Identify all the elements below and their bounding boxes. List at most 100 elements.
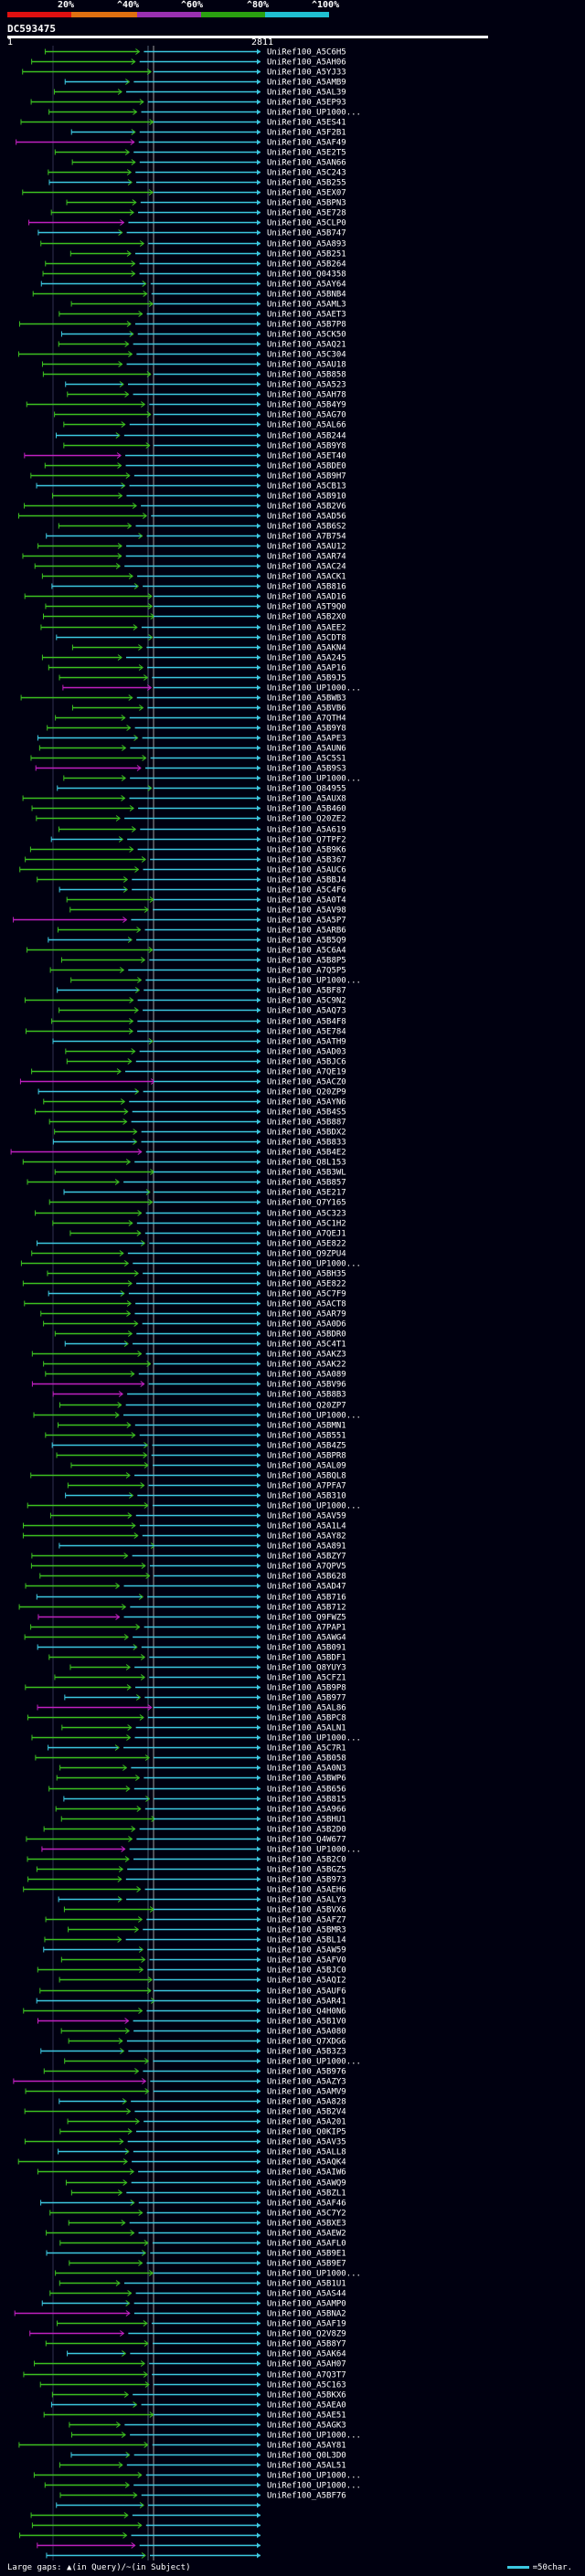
hit-label[interactable]: UniRef100_A5BDF1 — [267, 1654, 346, 1663]
hit-label[interactable]: UniRef100_UP1000... — [267, 2482, 361, 2491]
hit-label[interactable]: UniRef100_A5B6S2 — [267, 523, 346, 532]
hit-label[interactable]: UniRef100_UP1000... — [267, 1734, 361, 1744]
hit-label[interactable]: UniRef100_Q0KIP5 — [267, 2128, 346, 2137]
hit-label[interactable]: UniRef100_A5AEH6 — [267, 1886, 346, 1895]
hit-label[interactable]: UniRef100_A7Q3T7 — [267, 2371, 346, 2380]
hit-label[interactable]: UniRef100_UP1000... — [267, 2432, 361, 2441]
hit-label[interactable]: UniRef100_A5A5P7 — [267, 917, 346, 926]
hit-label[interactable]: UniRef100_A5B7P8 — [267, 321, 346, 330]
hit-label[interactable]: UniRef100_A5A828 — [267, 2098, 346, 2107]
hit-label[interactable]: UniRef100_A5AD47 — [267, 1583, 346, 1592]
hit-label[interactable]: UniRef100_A5B2C0 — [267, 1856, 346, 1865]
hit-label[interactable]: UniRef100_A5BMR3 — [267, 1926, 346, 1935]
hit-label[interactable]: UniRef100_A5AUN6 — [267, 745, 346, 754]
hit-label[interactable]: UniRef100_A5AKN4 — [267, 644, 346, 653]
hit-label[interactable]: UniRef100_A5B833 — [267, 1139, 346, 1148]
hit-label[interactable]: UniRef100_A5C304 — [267, 351, 346, 360]
hit-label[interactable]: UniRef100_A5ALL8 — [267, 2148, 346, 2157]
hit-label[interactable]: UniRef100_A5B712 — [267, 1604, 346, 1613]
hit-label[interactable]: UniRef100_A5BBJ4 — [267, 876, 346, 885]
hit-label[interactable]: UniRef100_A5AIW6 — [267, 2168, 346, 2178]
hit-label[interactable]: UniRef100_A5AF19 — [267, 2320, 346, 2329]
hit-label[interactable]: UniRef100_A5BHU1 — [267, 1816, 346, 1825]
hit-label[interactable]: UniRef100_A5AD56 — [267, 513, 346, 522]
hit-label[interactable]: UniRef100_UP1000... — [267, 684, 361, 694]
hit-label[interactable]: UniRef100_A5B910 — [267, 493, 346, 502]
hit-label[interactable]: UniRef100_A5BPR8 — [267, 1452, 346, 1461]
hit-label[interactable]: UniRef100_A5B857 — [267, 1179, 346, 1188]
hit-label[interactable]: UniRef100_A5A893 — [267, 240, 346, 249]
hit-label[interactable]: UniRef100_Q0L3D0 — [267, 2452, 346, 2461]
hit-label[interactable]: UniRef100_A5BMN1 — [267, 1422, 346, 1431]
hit-label[interactable]: UniRef100_A5AL66 — [267, 421, 346, 430]
hit-label[interactable]: UniRef100_A5ARB6 — [267, 927, 346, 936]
hit-label[interactable]: UniRef100_A5AG70 — [267, 411, 346, 420]
hit-label[interactable]: UniRef100_A5BF76 — [267, 2492, 346, 2501]
hit-label[interactable]: UniRef100_Q7XDG6 — [267, 2038, 346, 2047]
hit-label[interactable]: UniRef100_A5CFZ1 — [267, 1674, 346, 1683]
hit-label[interactable]: UniRef100_A5B858 — [267, 371, 346, 380]
hit-label[interactable]: UniRef100_A5B2V4 — [267, 2108, 346, 2117]
hit-label[interactable]: UniRef100_A5BGZ5 — [267, 1866, 346, 1875]
hit-label[interactable]: UniRef100_UP1000... — [267, 2270, 361, 2279]
hit-label[interactable]: UniRef100_A5AQK4 — [267, 2158, 346, 2168]
hit-label[interactable]: UniRef100_A5E728 — [267, 209, 346, 218]
hit-label[interactable]: UniRef100_A5A080 — [267, 2028, 346, 2037]
hit-label[interactable]: UniRef100_A5B977 — [267, 1694, 346, 1703]
hit-label[interactable]: UniRef100_A5B2V6 — [267, 503, 346, 512]
hit-label[interactable]: UniRef100_Q4H0N6 — [267, 2008, 346, 2017]
hit-label[interactable]: UniRef100_A5CLP0 — [267, 219, 346, 228]
hit-label[interactable]: UniRef100_Q04358 — [267, 270, 346, 280]
hit-label[interactable]: UniRef100_A5B4Y9 — [267, 401, 346, 410]
hit-label[interactable]: UniRef100_A5A619 — [267, 826, 346, 835]
hit-label[interactable]: UniRef100_A5E2T5 — [267, 149, 346, 158]
hit-label[interactable]: UniRef100_A5BDX2 — [267, 1129, 346, 1138]
hit-label[interactable]: UniRef100_A7B754 — [267, 533, 346, 542]
hit-label[interactable]: UniRef100_A5AH78 — [267, 391, 346, 400]
hit-label[interactable]: UniRef100_A5B367 — [267, 856, 346, 865]
hit-label[interactable]: UniRef100_A5AR74 — [267, 553, 346, 562]
hit-label[interactable]: UniRef100_UP1000... — [267, 109, 361, 118]
hit-label[interactable]: UniRef100_A5C7Y2 — [267, 2210, 346, 2219]
hit-label[interactable]: UniRef100_A5ALN1 — [267, 1724, 346, 1733]
hit-label[interactable]: UniRef100_A5BDR0 — [267, 1330, 346, 1340]
hit-label[interactable]: UniRef100_A5BDE0 — [267, 462, 346, 472]
hit-label[interactable]: UniRef100_A7QE19 — [267, 1068, 346, 1077]
hit-label[interactable]: UniRef100_A5AKZ3 — [267, 1351, 346, 1360]
hit-label[interactable]: UniRef100_A5A1L4 — [267, 1522, 346, 1532]
hit-label[interactable]: UniRef100_A5AY82 — [267, 1532, 346, 1542]
hit-label[interactable]: UniRef100_A5AC24 — [267, 563, 346, 572]
hit-label[interactable]: UniRef100_A5AD03 — [267, 1048, 346, 1057]
hit-label[interactable]: UniRef100_A5AMV9 — [267, 2088, 346, 2097]
hit-label[interactable]: UniRef100_A5BZY7 — [267, 1553, 346, 1562]
hit-label[interactable]: UniRef100_A5AP16 — [267, 664, 346, 673]
hit-label[interactable]: UniRef100_A5B9J5 — [267, 674, 346, 684]
hit-label[interactable]: UniRef100_A5AML3 — [267, 301, 346, 310]
hit-label[interactable]: UniRef100_UP1000... — [267, 1502, 361, 1511]
hit-label[interactable]: UniRef100_Q7TPF2 — [267, 836, 346, 845]
hit-label[interactable]: UniRef100_A5EX07 — [267, 189, 346, 198]
hit-label[interactable]: UniRef100_A5AET3 — [267, 311, 346, 320]
hit-label[interactable]: UniRef100_A5B4F8 — [267, 1018, 346, 1027]
hit-label[interactable]: UniRef100_A5C243 — [267, 169, 346, 178]
hit-label[interactable]: UniRef100_A5B9E1 — [267, 2250, 346, 2259]
hit-label[interactable]: UniRef100_A5C6A4 — [267, 947, 346, 956]
hit-label[interactable]: UniRef100_A5BVX6 — [267, 1906, 346, 1915]
hit-label[interactable]: UniRef100_A5B9S3 — [267, 765, 346, 774]
hit-label[interactable]: UniRef100_A5AL51 — [267, 2462, 346, 2471]
hit-label[interactable]: UniRef100_A5AU12 — [267, 543, 346, 552]
hit-label[interactable]: UniRef100_UP1000... — [267, 2058, 361, 2067]
hit-label[interactable]: UniRef100_A5AV35 — [267, 2138, 346, 2147]
hit-label[interactable]: UniRef100_A5BJC0 — [267, 1966, 346, 1976]
hit-label[interactable]: UniRef100_A5B310 — [267, 1492, 346, 1501]
hit-label[interactable]: UniRef100_Q9ZPU4 — [267, 1250, 346, 1259]
hit-label[interactable]: UniRef100_A5AUX8 — [267, 795, 346, 804]
hit-label[interactable]: UniRef100_Q20ZP9 — [267, 1088, 346, 1097]
hit-label[interactable]: UniRef100_A5B2D0 — [267, 1826, 346, 1835]
hit-label[interactable]: UniRef100_A5AK64 — [267, 2350, 346, 2359]
hit-label[interactable]: UniRef100_A5AEW2 — [267, 2230, 346, 2239]
hit-label[interactable]: UniRef100_A5A201 — [267, 2118, 346, 2127]
hit-label[interactable]: UniRef100_UP1000... — [267, 2472, 361, 2481]
hit-label[interactable]: UniRef100_A5B9E7 — [267, 2260, 346, 2269]
hit-label[interactable]: UniRef100_A5AW59 — [267, 1946, 346, 1956]
